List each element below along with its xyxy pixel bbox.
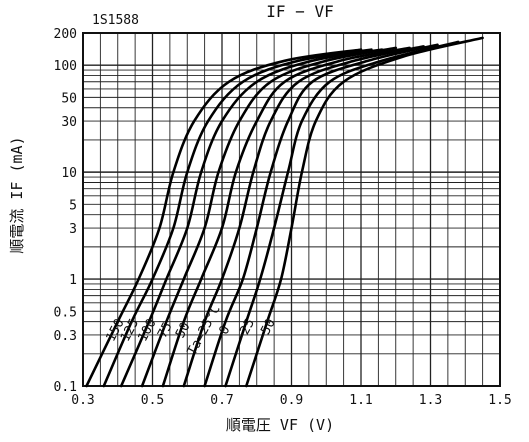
series-label: 75: [155, 320, 176, 341]
x-tick-label: 0.5: [141, 393, 164, 408]
series-line: [140, 46, 398, 388]
y-tick-label: 0.5: [54, 305, 77, 320]
series-line: [85, 48, 363, 388]
series-line: [182, 45, 425, 388]
y-tick-label: 1: [69, 273, 77, 288]
y-tick-label: 10: [61, 166, 77, 181]
series-line: [203, 43, 439, 388]
y-tick-label: 0.3: [54, 329, 77, 344]
y-tick-label: 5: [69, 198, 77, 213]
x-axis-label: 順電圧 VF (V): [226, 416, 334, 434]
y-axis-label: 順電流 IF (mA): [8, 136, 26, 253]
plot-frame: [82, 32, 501, 387]
series-line: [119, 48, 384, 388]
x-tick-label: 0.3: [71, 393, 94, 408]
x-tick-label: 1.5: [488, 393, 511, 408]
series-label: −25: [234, 316, 258, 344]
part-number: 1S1588: [92, 13, 139, 28]
series-label: −50: [255, 316, 279, 344]
series-line: [102, 48, 373, 388]
series-line: [224, 40, 460, 388]
chart-title: IF − VF: [266, 2, 333, 21]
x-tick-label: 0.9: [280, 393, 303, 408]
x-tick-label: 0.7: [210, 393, 233, 408]
x-tick-label: 1.3: [419, 393, 442, 408]
series-line: [245, 36, 484, 388]
series-layer: [85, 36, 484, 388]
y-tick-label: 3: [69, 222, 77, 237]
x-tick-label: 1.1: [349, 393, 372, 408]
y-tick-label: 50: [61, 91, 77, 106]
y-tick-label: 30: [61, 115, 77, 130]
series-line: [161, 46, 411, 388]
y-tick-label: 0.1: [54, 380, 77, 395]
series-label: 50: [173, 320, 194, 341]
y-tick-label: 200: [54, 27, 77, 42]
y-tick-label: 100: [54, 59, 77, 74]
